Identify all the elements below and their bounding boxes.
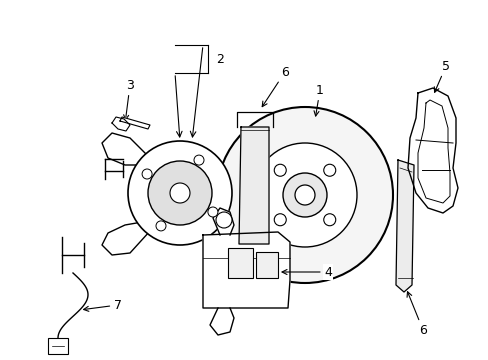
Polygon shape (239, 127, 268, 244)
FancyBboxPatch shape (227, 248, 252, 278)
Circle shape (142, 169, 152, 179)
Text: 7: 7 (83, 298, 122, 311)
Polygon shape (395, 160, 413, 292)
Circle shape (323, 214, 335, 226)
Circle shape (274, 214, 285, 226)
FancyBboxPatch shape (256, 252, 278, 278)
FancyBboxPatch shape (48, 338, 68, 354)
Circle shape (252, 143, 356, 247)
Polygon shape (209, 308, 234, 335)
Text: 1: 1 (313, 84, 323, 116)
Polygon shape (112, 117, 130, 131)
Text: 6: 6 (406, 292, 426, 337)
Text: 4: 4 (282, 266, 331, 279)
Polygon shape (120, 117, 150, 129)
Circle shape (148, 161, 212, 225)
Circle shape (283, 173, 326, 217)
Text: 6: 6 (262, 66, 288, 107)
Circle shape (170, 183, 190, 203)
Circle shape (128, 141, 231, 245)
Circle shape (156, 221, 165, 231)
Polygon shape (203, 232, 289, 308)
Text: 2: 2 (216, 53, 224, 66)
Circle shape (323, 164, 335, 176)
Text: 5: 5 (433, 59, 449, 92)
Circle shape (294, 185, 314, 205)
Circle shape (217, 107, 392, 283)
Circle shape (194, 155, 203, 165)
Circle shape (216, 212, 231, 228)
Circle shape (274, 164, 285, 176)
Polygon shape (213, 208, 234, 235)
Circle shape (207, 207, 218, 217)
Polygon shape (407, 88, 457, 213)
Text: 3: 3 (123, 78, 134, 120)
